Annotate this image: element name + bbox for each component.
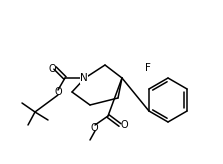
Text: O: O [90, 123, 98, 133]
Text: F: F [145, 63, 151, 73]
Text: O: O [120, 120, 128, 130]
Text: N: N [80, 73, 88, 83]
Text: O: O [54, 87, 62, 97]
Text: O: O [48, 64, 56, 74]
